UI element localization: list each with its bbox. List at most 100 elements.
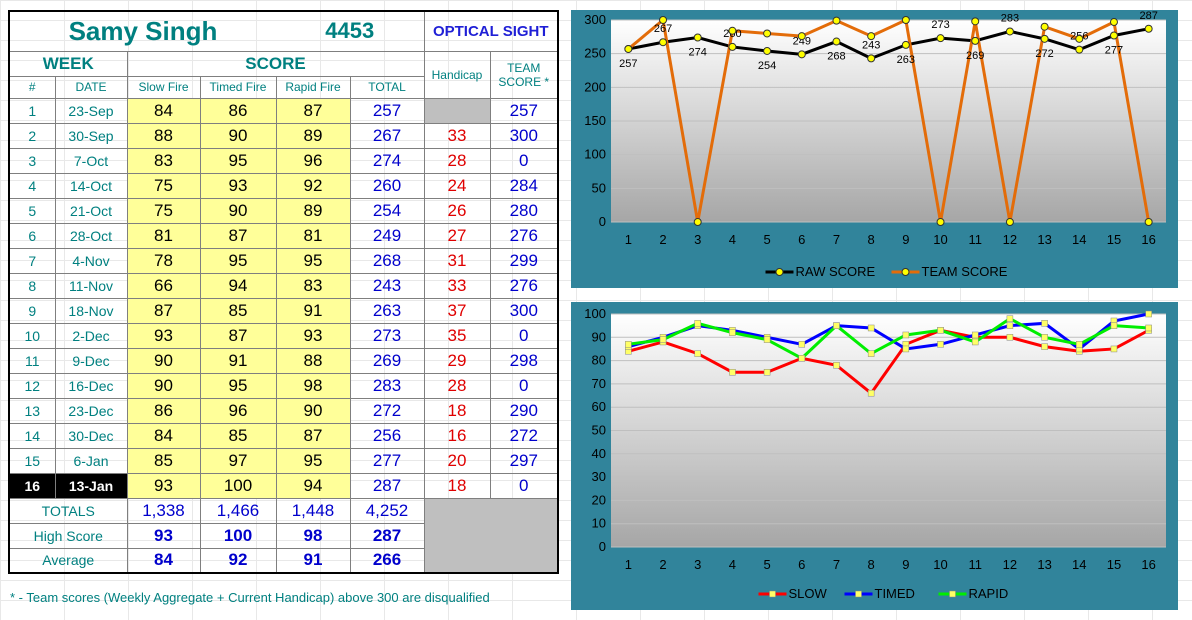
- data-point: [763, 46, 772, 55]
- y-tick-label: 20: [592, 492, 606, 507]
- data-point: [901, 16, 910, 24]
- week-number: 6: [8, 222, 56, 249]
- table-row: 8 11-Nov 66 94 83 243 33 276: [8, 272, 559, 299]
- week-number: 11: [8, 347, 56, 374]
- total-header: TOTAL: [349, 75, 425, 99]
- team-score: 298: [489, 347, 559, 374]
- table-row: 15 6-Jan 85 97 95 277 20 297: [8, 447, 559, 474]
- table-row: 4 14-Oct 75 93 92 260 24 284: [8, 172, 559, 199]
- x-tick-label: 2: [659, 557, 666, 572]
- data-point: [1110, 322, 1118, 329]
- data-label: 277: [1105, 44, 1123, 56]
- week-number: 1: [8, 97, 56, 124]
- data-point: [694, 320, 701, 327]
- y-tick-label: 150: [584, 113, 606, 128]
- data-point: [1109, 18, 1118, 27]
- slow-score: 85: [126, 447, 201, 474]
- legend-label: TEAM SCORE: [922, 264, 1008, 279]
- team-score: 280: [489, 197, 559, 224]
- x-tick-label: 8: [868, 232, 875, 247]
- week-date: 23-Sep: [54, 97, 128, 124]
- total-score: 277: [349, 447, 425, 474]
- data-point: [798, 341, 806, 348]
- timed-score: 87: [199, 322, 277, 349]
- data-point: [1006, 322, 1014, 329]
- handicap-value: 29: [423, 347, 491, 374]
- week-date: 13-Jan: [54, 472, 128, 499]
- total-slow: 1,338: [126, 497, 201, 524]
- data-point: [1041, 334, 1048, 341]
- handicap-value: 24: [423, 172, 491, 199]
- sight-type: OPTICAL SIGHT: [423, 10, 559, 52]
- slow-header: Slow Fire: [126, 75, 201, 99]
- total-total: 4,252: [349, 497, 425, 524]
- data-point: [659, 38, 668, 47]
- week-number: 9: [8, 297, 56, 324]
- y-tick-label: 70: [592, 376, 606, 391]
- total-score: 272: [349, 397, 425, 424]
- legend-marker: [949, 590, 956, 598]
- handicap-value: 31: [423, 247, 491, 274]
- score-header: SCORE: [126, 50, 425, 77]
- timed-score: 100: [199, 472, 277, 499]
- total-score: 274: [349, 147, 425, 174]
- table-row: 14 30-Dec 84 85 87 256 16 272: [8, 422, 559, 449]
- y-tick-label: 30: [592, 469, 606, 484]
- slow-score: 81: [126, 222, 201, 249]
- total-score: 268: [349, 247, 425, 274]
- data-point: [1006, 315, 1014, 322]
- timed-score: 90: [199, 197, 277, 224]
- table-row: 3 7-Oct 83 95 96 274 28 0: [8, 147, 559, 174]
- y-tick-label: 10: [592, 516, 606, 531]
- data-label: 268: [827, 51, 845, 63]
- score-table: Samy Singh 4453 OPTICAL SIGHT WEEK SCORE…: [8, 10, 559, 574]
- series-line: [627, 328, 1150, 396]
- timed-score: 95: [199, 147, 277, 174]
- week-date: 6-Jan: [54, 447, 128, 474]
- handicap-value: 20: [423, 447, 491, 474]
- data-point: [971, 338, 979, 346]
- avg-slow: 84: [126, 547, 201, 574]
- score-chart: 0 50 100 150 200 250 300 1 2 3 4 5 6 7 8 9 10 11 12 13 14 15 1…: [571, 10, 1178, 288]
- handicap-value: 35: [423, 322, 491, 349]
- y-tick-label: 300: [584, 12, 606, 27]
- week-number: 5: [8, 197, 56, 224]
- y-tick-label: 200: [584, 79, 606, 94]
- rapid-score: 93: [275, 322, 351, 349]
- rapid-score: 95: [275, 447, 351, 474]
- data-point: [1040, 34, 1049, 43]
- timed-score: 97: [199, 447, 277, 474]
- data-point: [763, 369, 771, 376]
- handicap-value: 26: [423, 197, 491, 224]
- shooter-name: Samy Singh: [8, 10, 276, 52]
- data-point: [693, 218, 702, 226]
- data-point: [797, 50, 806, 59]
- x-tick-label: 8: [868, 557, 875, 572]
- data-point: [867, 54, 876, 63]
- data-point: [1076, 341, 1083, 348]
- date-header: DATE: [54, 75, 128, 99]
- x-tick-label: 13: [1037, 557, 1051, 572]
- timed-score: 91: [199, 347, 277, 374]
- timed-score: 90: [199, 122, 277, 149]
- data-label: 269: [966, 50, 984, 62]
- shooter-id: 4453: [276, 10, 425, 52]
- slow-score: 86: [126, 397, 201, 424]
- x-tick-label: 4: [729, 232, 736, 247]
- x-tick-label: 13: [1037, 232, 1051, 247]
- series-line: [628, 27, 1149, 61]
- handicap-value: 16: [423, 422, 491, 449]
- slow-score: 78: [126, 247, 201, 274]
- team-score: 257: [489, 97, 559, 124]
- team-score: 276: [489, 222, 559, 249]
- x-tick-label: 3: [694, 232, 701, 247]
- data-label: 257: [619, 58, 637, 70]
- legend-label: SLOW: [789, 586, 828, 601]
- legend-marker: [775, 268, 784, 276]
- week-date: 9-Dec: [54, 347, 128, 374]
- high-rapid: 98: [275, 522, 351, 549]
- data-point: [1144, 24, 1153, 33]
- team-score: 0: [489, 322, 559, 349]
- week-number: 7: [8, 247, 56, 274]
